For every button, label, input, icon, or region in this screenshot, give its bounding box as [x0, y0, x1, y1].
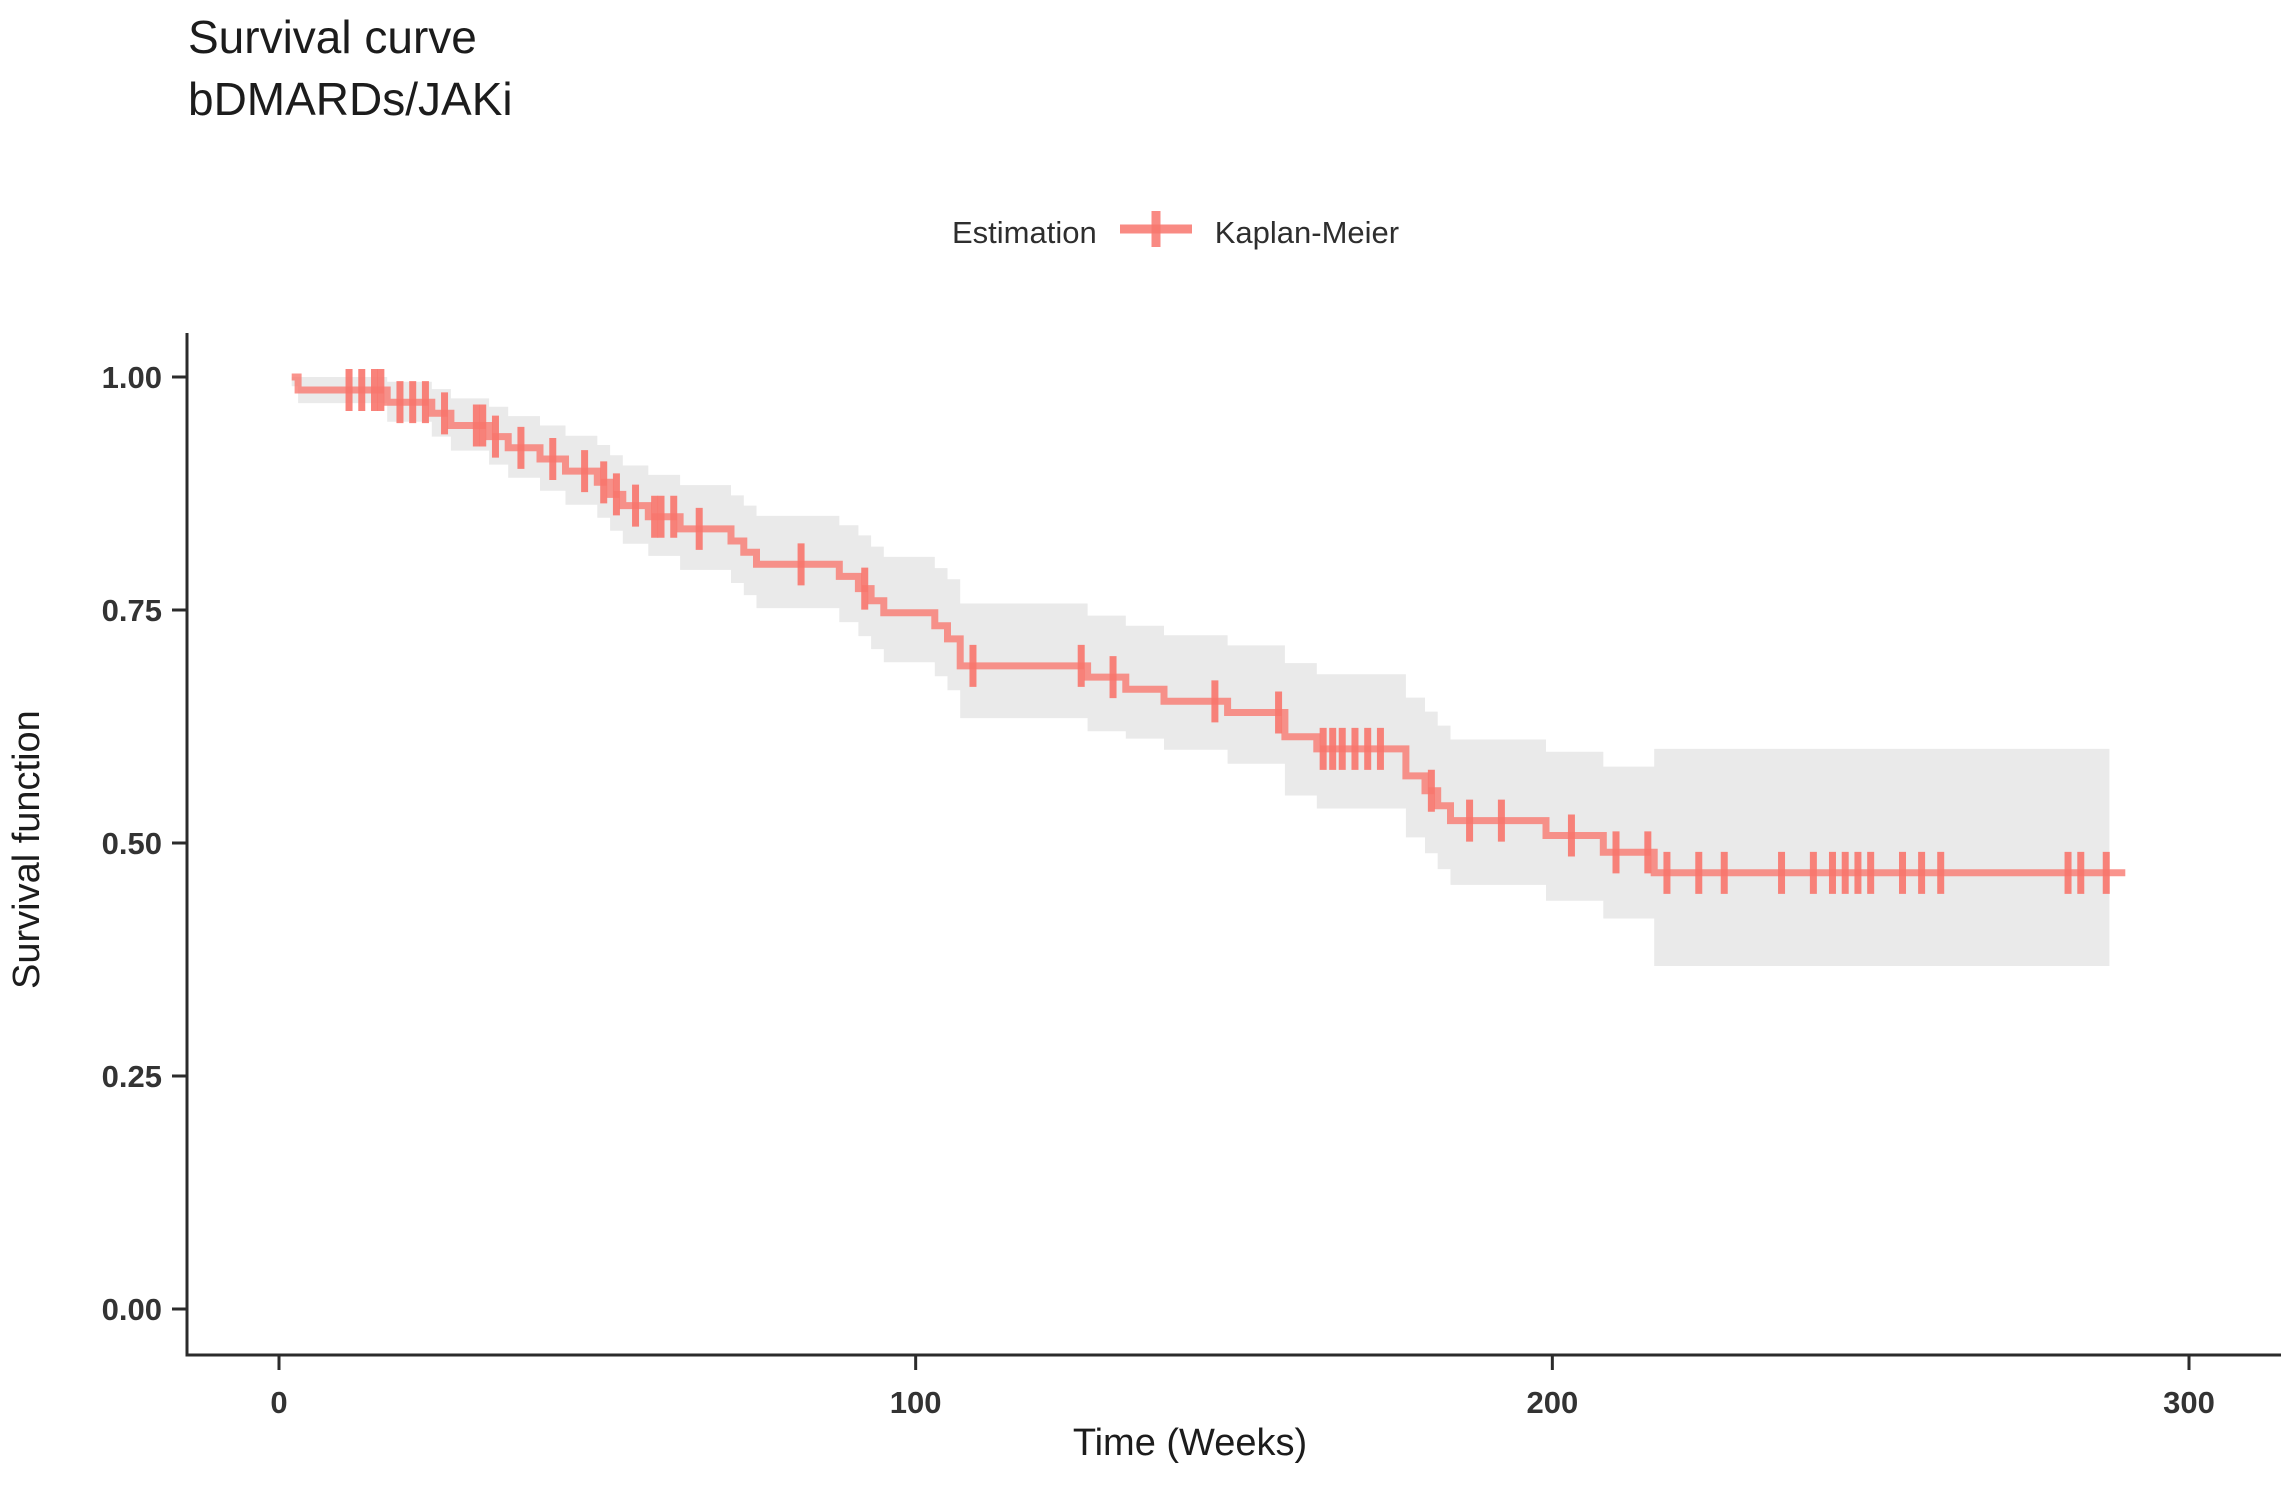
tick-label-layer: 0 100 200 300 0.00 0.25 0.50 0.75 1.00 — [102, 360, 2215, 1420]
legend: Estimation Kaplan-Meier — [952, 208, 1399, 258]
y-tick-label: 0.00 — [102, 1292, 162, 1327]
x-tick-label: 100 — [890, 1385, 942, 1420]
x-tick-label: 200 — [1526, 1385, 1578, 1420]
confidence-band-layer — [291, 377, 2110, 968]
chart-title-line2: bDMARDs/JAKi — [188, 73, 513, 125]
y-tick-label: 0.75 — [102, 593, 162, 628]
y-tick-label: 0.50 — [102, 826, 162, 861]
x-axis-title: Time (Weeks) — [1072, 1422, 1308, 1464]
legend-key-icon — [1117, 208, 1195, 258]
x-tick-label: 300 — [2163, 1385, 2215, 1420]
x-tick-label: 0 — [270, 1385, 287, 1420]
chart-title-line1: Survival curve — [188, 11, 477, 63]
y-tick-label: 1.00 — [102, 360, 162, 395]
legend-series-label: Kaplan-Meier — [1214, 215, 1400, 250]
axis-layer — [172, 333, 2281, 1370]
chart-title: Survival curve bDMARDs/JAKi — [188, 6, 513, 130]
legend-title: Estimation — [952, 215, 1097, 250]
censor-marks-layer — [345, 369, 2110, 894]
y-tick-label: 0.25 — [102, 1059, 162, 1094]
confidence-band — [291, 377, 2110, 968]
